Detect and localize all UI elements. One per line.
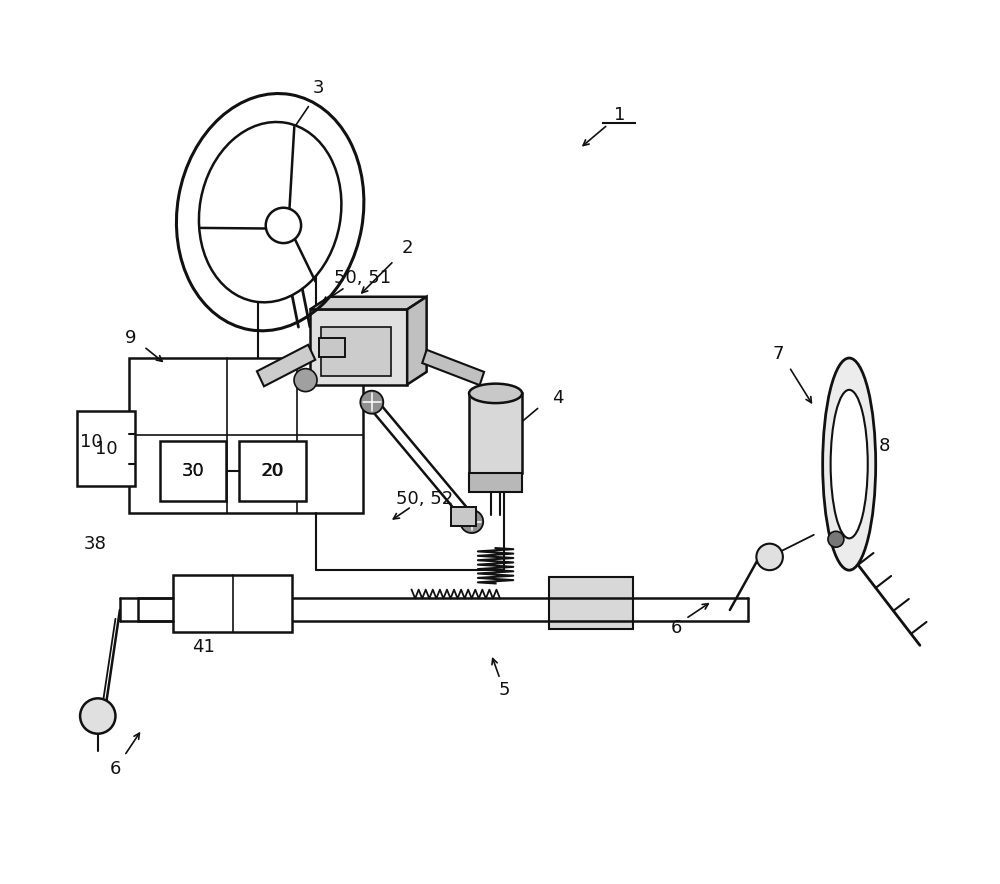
Circle shape [360,391,383,414]
Circle shape [828,531,844,547]
Ellipse shape [469,384,522,403]
Text: 4: 4 [552,389,563,407]
Text: 1: 1 [614,106,625,124]
Bar [239,441,306,501]
Polygon shape [257,345,315,386]
Bar [451,507,476,526]
Circle shape [294,369,317,392]
Text: 38: 38 [84,535,107,552]
Bar [160,441,226,501]
Bar [319,338,345,357]
Text: 7: 7 [773,345,784,362]
Bar [469,393,522,473]
Circle shape [460,510,483,533]
Ellipse shape [199,122,341,302]
Ellipse shape [823,358,876,570]
Circle shape [80,698,115,734]
Text: 8: 8 [879,438,890,455]
Bar [321,327,391,376]
Text: 2: 2 [401,239,413,256]
Text: 20: 20 [261,462,284,480]
Ellipse shape [831,390,868,538]
Polygon shape [310,309,407,385]
Bar [77,411,135,486]
Text: 6: 6 [671,619,682,636]
Text: 41: 41 [192,638,215,656]
Text: 9: 9 [125,329,136,347]
Text: 10: 10 [80,433,103,451]
Bar [129,358,363,513]
Polygon shape [422,350,484,385]
Text: 20: 20 [261,462,284,480]
Text: 10: 10 [95,439,117,458]
Text: 30: 30 [181,462,204,480]
Text: 50, 52: 50, 52 [396,491,453,508]
Text: 50, 51: 50, 51 [334,270,392,287]
Text: 5: 5 [499,681,510,698]
Bar [469,473,522,492]
Polygon shape [310,297,427,309]
Circle shape [756,544,783,570]
Text: 3: 3 [313,80,325,97]
Bar [173,575,292,632]
Bar [549,577,633,629]
Circle shape [266,208,301,243]
Polygon shape [407,297,427,385]
Text: 30: 30 [182,462,205,480]
Text: 6: 6 [110,760,121,778]
